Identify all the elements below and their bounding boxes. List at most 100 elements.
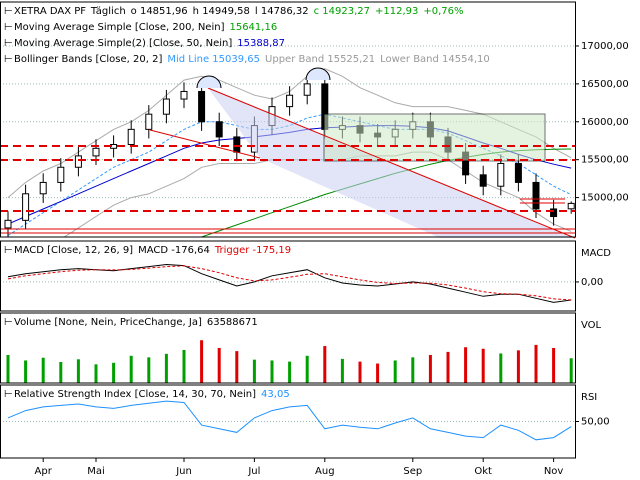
channel-line <box>149 129 261 159</box>
panel-border <box>0 240 576 312</box>
legend-item: Volume [None, Nein, PriceChange, Ja] <box>14 317 202 328</box>
legend-item: Relative Strength Index [Close, 14, 30, … <box>14 389 256 400</box>
top-marker <box>305 67 331 81</box>
volume-bar <box>481 348 485 383</box>
legend-icon: ⊢ <box>4 317 13 328</box>
candle-body <box>479 174 487 187</box>
volume-bar <box>411 357 415 383</box>
volume-bar <box>376 363 380 383</box>
legend-item: 15388,87 <box>237 38 285 49</box>
volume-bar <box>182 349 186 383</box>
x-tick-label: Jul <box>247 466 260 477</box>
top-marker <box>196 75 222 89</box>
volume-bar <box>270 360 274 383</box>
candle-body <box>127 128 135 146</box>
candle-body <box>74 155 82 168</box>
panel-border <box>0 1 576 238</box>
candle-body <box>497 162 505 187</box>
volume-bar <box>24 360 28 383</box>
drawings <box>0 67 576 239</box>
legend-item: Upper Band 15525,21 <box>265 54 375 65</box>
volume-bar <box>305 355 309 383</box>
candle-body <box>567 202 575 210</box>
legend-icon: ⊢ <box>4 54 13 65</box>
legend-item: Moving Average Simple [Close, 200, Nein] <box>14 22 225 33</box>
y-tick-label: 15500,00 <box>581 155 629 166</box>
legend-item: l 14786,32 <box>255 6 309 17</box>
y-tick-label: 16500,00 <box>581 79 629 90</box>
legend-item: XETRA DAX PF <box>14 6 86 17</box>
axis-label: VOL <box>581 320 602 331</box>
axis-label: RSI <box>581 392 597 403</box>
x-tick-label: Mai <box>87 466 105 477</box>
candle-body <box>303 83 311 96</box>
legend-item: Trigger -175,19 <box>214 245 291 256</box>
candle-body <box>4 219 12 229</box>
y-tick-label: 0,00 <box>581 277 603 288</box>
legend: Relative Strength Index [Close, 14, 30, … <box>14 389 290 400</box>
volume-bar <box>112 362 116 383</box>
x-tick-label: Apr <box>35 466 53 477</box>
axis-label: MACD <box>581 248 611 259</box>
volume-bar <box>516 350 520 383</box>
volume-bar <box>499 353 503 383</box>
volume-bar <box>94 364 98 383</box>
volume-bar <box>569 358 573 383</box>
candle-body <box>532 181 540 210</box>
y-tick-label: 17000,00 <box>581 41 629 52</box>
volume-bar <box>288 361 292 383</box>
legend-item: 43,05 <box>261 389 290 400</box>
candle-body <box>39 181 47 195</box>
volume-bar <box>552 348 556 383</box>
legend-icon: ⊢ <box>4 6 13 17</box>
panel <box>6 340 573 383</box>
volume-bar <box>41 357 45 383</box>
legend-item: +112,93 <box>375 6 418 17</box>
x-tick-label: Sep <box>403 466 422 477</box>
legend: Volume [None, Nein, PriceChange, Ja] 6358… <box>14 317 258 328</box>
series-line <box>7 113 572 236</box>
y-tick-label: 15000,00 <box>581 193 629 204</box>
volume-bar <box>76 359 80 383</box>
legend-item: +0,76% <box>423 6 463 17</box>
legend: Bollinger Bands [Close, 20, 2] Mid Line 1… <box>14 54 490 65</box>
legend-item: o 14851,96 <box>131 6 188 17</box>
legend-item: Lower Band 14554,10 <box>380 54 490 65</box>
candle-body <box>145 113 153 130</box>
panel <box>0 263 575 303</box>
x-tick-label: Nov <box>544 466 564 477</box>
range-box <box>323 113 546 162</box>
volume-bar <box>200 340 204 383</box>
x-tick-label: Aug <box>315 466 335 477</box>
panel-border <box>0 312 576 384</box>
volume-bar <box>6 355 10 383</box>
legend: XETRA DAX PF Täglich o 14851,96 h 14949,58 l… <box>14 6 464 17</box>
legend-icon: ⊢ <box>4 389 13 400</box>
y-tick-label: 16000,00 <box>581 117 629 128</box>
volume-bar <box>323 346 327 383</box>
legend-item: c 14923,27 <box>314 6 370 17</box>
legend-item: MACD [Close, 12, 26, 9] <box>14 245 133 256</box>
candle-body <box>550 208 558 218</box>
candle-body <box>22 193 30 221</box>
legend-item: 63588671 <box>207 317 258 328</box>
volume-bar <box>147 357 151 383</box>
candle-body <box>180 90 188 100</box>
x-tick-label: Okt <box>474 466 492 477</box>
x-tick-label: Jun <box>175 466 192 477</box>
channel-line <box>207 87 576 239</box>
volume-bar <box>464 347 468 383</box>
volume-bar <box>446 351 450 383</box>
candle-body <box>198 90 206 123</box>
candle-body <box>215 121 223 138</box>
candle-body <box>514 162 522 183</box>
legend-item: Mid Line 15039,65 <box>167 54 260 65</box>
legend: Moving Average Simple [Close, 200, Nein]… <box>14 22 277 33</box>
candle-body <box>162 98 170 115</box>
legend: MACD [Close, 12, 26, 9] MACD -176,64 Trigg… <box>14 245 291 256</box>
legend-item: Moving Average Simple(2) [Close, 50, Nei… <box>14 38 232 49</box>
legend: Moving Average Simple(2) [Close, 50, Nei… <box>14 38 285 49</box>
volume-bar <box>534 344 538 383</box>
legend-icon: ⊢ <box>4 22 13 33</box>
